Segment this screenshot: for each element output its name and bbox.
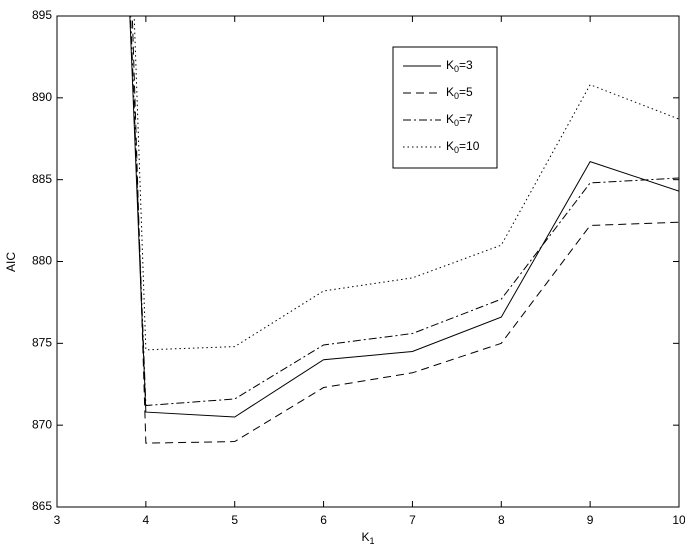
legend-box: [392, 46, 498, 169]
x-tick-label: 10: [672, 513, 685, 527]
x-tick-label: 8: [498, 513, 505, 527]
y-tick-label: 870: [32, 417, 52, 431]
x-tick-label: 3: [54, 513, 61, 527]
legend-label: K0=5: [446, 85, 473, 101]
y-tick-label: 890: [32, 90, 52, 104]
x-tick-label: 6: [320, 513, 327, 527]
y-tick-label: 880: [32, 254, 52, 268]
x-tick-label: 7: [409, 513, 416, 527]
x-tick-label: 9: [587, 513, 594, 527]
series-line: [130, 16, 679, 407]
axes-box: [56, 15, 680, 508]
y-tick-label: 875: [32, 336, 52, 350]
plot-area: [129, 16, 679, 444]
y-tick-label: 885: [32, 172, 52, 186]
legend-label: K0=3: [446, 58, 473, 74]
legend-label: K0=7: [446, 112, 473, 128]
x-axis-label: K1: [361, 530, 374, 546]
y-tick-label: 895: [32, 8, 52, 22]
series-line: [129, 16, 679, 418]
y-tick-label: 865: [32, 499, 52, 513]
x-tick-label: 4: [143, 513, 150, 527]
y-axis-label: AIC: [4, 252, 18, 272]
x-tick-label: 5: [231, 513, 238, 527]
legend-label: K0=10: [446, 139, 480, 155]
